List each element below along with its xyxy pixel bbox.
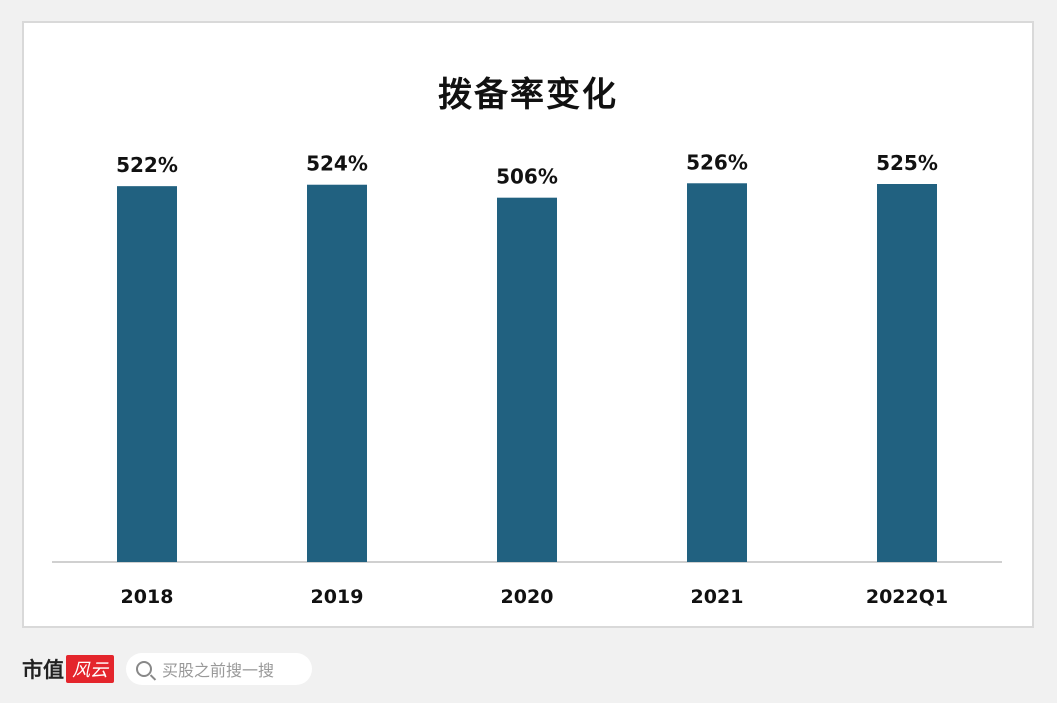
search-placeholder: 买股之前搜一搜 bbox=[162, 661, 275, 680]
search-box[interactable]: 买股之前搜一搜 bbox=[126, 653, 312, 685]
data-label: 524% bbox=[306, 152, 368, 176]
bar-2021 bbox=[687, 183, 747, 562]
logo-text: 市值 bbox=[22, 657, 64, 682]
bar-2022Q1 bbox=[877, 184, 937, 562]
data-label: 525% bbox=[876, 151, 938, 175]
data-label: 526% bbox=[686, 150, 748, 174]
chart-title: 拨备率变化 bbox=[438, 75, 618, 115]
x-tick-label: 2021 bbox=[691, 586, 744, 608]
x-tick-label: 2020 bbox=[501, 586, 554, 608]
x-tick-label: 2022Q1 bbox=[866, 586, 948, 608]
data-label: 522% bbox=[116, 153, 178, 177]
bar-2020 bbox=[497, 197, 557, 562]
x-tick-label: 2019 bbox=[311, 586, 364, 608]
bar-2018 bbox=[117, 186, 177, 562]
logo-badge: 风云 bbox=[66, 655, 114, 683]
bar-2019 bbox=[307, 184, 367, 562]
data-label: 506% bbox=[496, 165, 558, 189]
search-icon bbox=[136, 661, 152, 677]
x-tick-label: 2018 bbox=[121, 586, 174, 608]
footer: 市值 风云 买股之前搜一搜 bbox=[22, 652, 312, 686]
